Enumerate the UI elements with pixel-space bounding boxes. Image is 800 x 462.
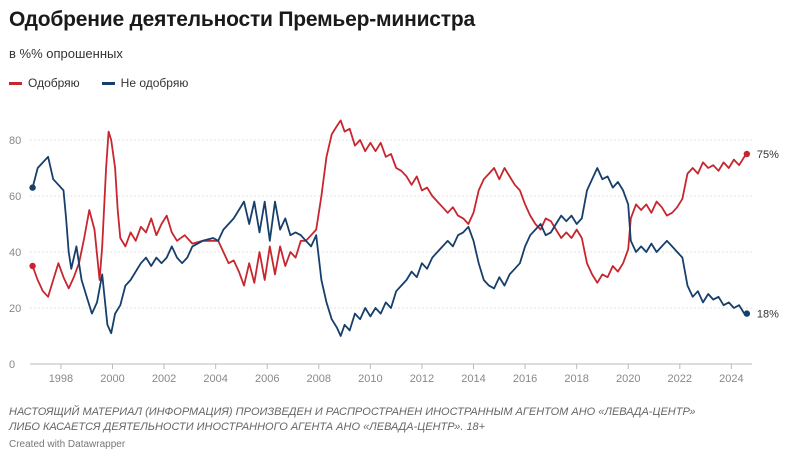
chart-subtitle: в %% опрошенных	[9, 46, 123, 61]
y-tick-label-0: 0	[9, 359, 15, 371]
x-tick-label-2022: 2022	[668, 373, 692, 385]
credit-text: Created with Datawrapper	[9, 439, 126, 450]
chart-title: Одобрение деятельности Премьер-министра	[9, 8, 475, 31]
x-tick-label-2014: 2014	[461, 373, 485, 385]
series-line-approve	[31, 119, 748, 298]
x-tick-label-2000: 2000	[100, 373, 124, 385]
x-tick-label-2024: 2024	[719, 373, 743, 385]
end-label-approve: 75%	[757, 149, 779, 161]
series-line-disapprove	[31, 155, 748, 337]
x-tick-label-2010: 2010	[358, 373, 382, 385]
x-tick-label-1998: 1998	[49, 373, 73, 385]
end-point-disapprove	[743, 310, 751, 317]
y-tick-label-60: 60	[9, 191, 21, 203]
legend-swatch-approve	[9, 81, 22, 85]
x-tick-label-2006: 2006	[255, 373, 279, 385]
legend-item-approve: Одобряю	[9, 76, 80, 90]
legend-swatch-disapprove	[101, 81, 115, 85]
start-point-approve	[29, 262, 36, 270]
notice-line-1: НАСТОЯЩИЙ МАТЕРИАЛ (ИНФОРМАЦИЯ) ПРОИЗВЕД…	[9, 406, 696, 418]
legend-label-approve: Одобряю	[28, 76, 80, 90]
end-label-disapprove: 18%	[757, 309, 779, 321]
x-tick-label-2004: 2004	[203, 373, 227, 385]
line-chart: 0 20 40 60 80 1998 2000 2002 2004 2006 2008 2010 201…	[9, 119, 779, 385]
start-point-disapprove	[29, 184, 36, 191]
legend-label-disapprove: Не одобряю	[120, 76, 189, 90]
x-tick-label-2008: 2008	[307, 373, 331, 385]
x-tick-label-2002: 2002	[152, 373, 176, 385]
y-tick-label-80: 80	[9, 135, 21, 147]
notice-line-2: ЛИБО КАСАЕТСЯ ДЕЯТЕЛЬНОСТИ ИНОСТРАННОГО …	[9, 421, 486, 433]
legend-item-disapprove: Не одобряю	[101, 76, 189, 90]
y-tick-label-20: 20	[9, 303, 21, 315]
end-point-approve	[743, 150, 751, 158]
x-tick-label-2016: 2016	[513, 373, 537, 385]
legend: Одобряю Не одобряю	[9, 76, 188, 90]
x-tick-label-2012: 2012	[410, 373, 434, 385]
x-tick-label-2020: 2020	[616, 373, 640, 385]
y-tick-label-40: 40	[9, 247, 21, 259]
foreign-agent-notice: НАСТОЯЩИЙ МАТЕРИАЛ (ИНФОРМАЦИЯ) ПРОИЗВЕД…	[9, 405, 799, 435]
x-tick-label-2018: 2018	[564, 373, 588, 385]
